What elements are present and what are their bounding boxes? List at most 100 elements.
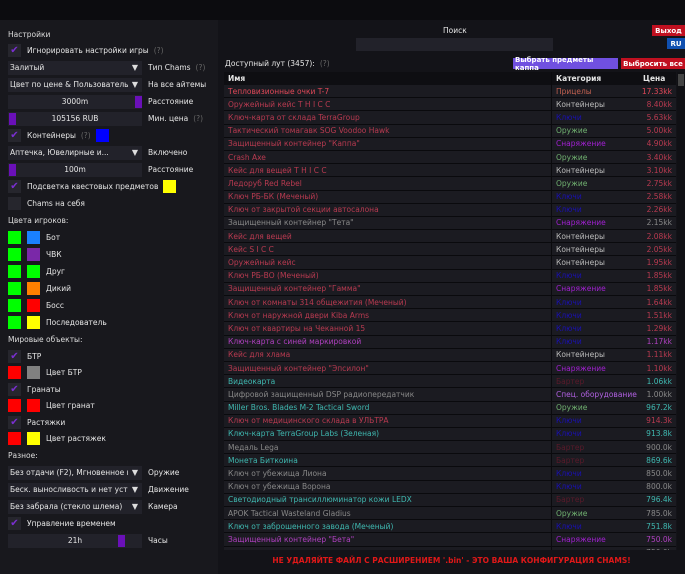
table-row[interactable]: Тепловизионные очки T-7 Прицелы 17.33kk [224,85,676,99]
btr-checkbox[interactable]: ✔ БТР [8,349,41,364]
player-color-swatch[interactable] [8,231,21,244]
table-row[interactable]: Ключ РБ-БК (Меченый) Ключи 2.58kk [224,190,676,204]
tripwire-color-swatch[interactable] [8,432,21,445]
slider-handle[interactable] [9,163,16,176]
tripwire-color-swatch-2[interactable] [27,432,40,445]
exit-button[interactable]: Выход [652,25,685,36]
language-button[interactable]: RU [667,38,685,49]
player-color-swatch-2[interactable] [27,231,40,244]
table-row[interactable]: APOK Tactical Wasteland Gladius Оружие 785… [224,507,676,521]
table-row[interactable]: Ключ от медицинского склада в УЛЬТРА Ключ… [224,414,676,428]
label: Тип Chams [148,63,191,72]
table-row[interactable]: Ключ от наружной двери Kiba Arms Ключи 1.5… [224,309,676,323]
header-price[interactable]: Цена [643,74,666,83]
table-row[interactable]: Ключ от закрытой секции автосалона Ключи 2… [224,203,676,217]
table-row[interactable]: Ключ-карта с синей маркировкой Ключи 1.17k… [224,335,676,349]
grenade-color-swatch-2[interactable] [27,399,40,412]
player-color-swatch-2[interactable] [27,248,40,261]
slider-handle[interactable] [118,534,125,547]
table-row[interactable]: Кейс для вещей T H I C C Контейнеры 3.10kk [224,164,676,178]
table-row[interactable]: Ключ-карта от склада TerraGroup Ключи 5.63… [224,111,676,125]
table-row[interactable]: Кейс S I C C Контейнеры 2.05kk [224,243,676,257]
chams-type-combo[interactable]: Залитый ▼ [8,60,142,75]
table-row[interactable]: 750.0k [224,546,676,550]
table-row[interactable]: Ключ-карта TerraGroup Labs (Зеленая) Ключ… [224,427,676,442]
scrollbar[interactable] [677,72,685,550]
table-row[interactable]: Цифровой защищенный DSP радиопередатчик С… [224,388,676,402]
search-input[interactable] [356,38,553,51]
quest-color-swatch[interactable] [163,180,177,193]
player-color-swatch-2[interactable] [27,282,40,295]
table-row[interactable]: Crash Axe Оружие 3.40kk [224,150,676,165]
table-row[interactable]: Ключ от квартиры на Чеканной 15 Ключи 1.29… [224,322,676,336]
enabled-combo[interactable]: Аптечка, Ювелирные и... ▼ [8,145,142,160]
table-row[interactable]: Защищенный контейнер "Гамма" Снаряжение 1.… [224,282,676,296]
player-color-swatch[interactable] [8,248,21,261]
help-icon[interactable]: (?) [193,114,204,123]
all-items-combo[interactable]: Цвет по цене & Пользователь ▼ [8,77,142,92]
table-row[interactable]: Кейс для вещей Контейнеры 2.08kk [224,230,676,244]
slider-handle[interactable] [135,95,142,108]
self-chams-checkbox[interactable]: Chams на себя [8,196,85,211]
table-row[interactable]: Ключ от заброшенного завода (Меченый) Клю… [224,520,676,534]
slider-handle[interactable] [9,112,16,125]
header-name[interactable]: Имя [228,74,246,83]
btr-color-swatch[interactable] [8,366,21,379]
label: БТР [27,352,42,361]
table-row[interactable]: Светодиодный трансиллюминатор кожи LEDX Б… [224,493,676,507]
player-color-swatch-2[interactable] [27,316,40,329]
player-color-swatch-2[interactable] [27,265,40,278]
distance2-slider[interactable]: 100m [8,162,142,177]
scrollbar-thumb[interactable] [678,74,684,86]
table-row[interactable]: Кейс для хлама Контейнеры 1.11kk [224,348,676,362]
table-row[interactable]: Miller Bros. Blades M-2 Tactical Sword Ор… [224,401,676,415]
help-icon[interactable]: (?) [195,63,206,72]
table-row[interactable]: Монета Биткоина Бартер 869.6k [224,454,676,468]
table-row[interactable]: Защищенный контейнер "Эпсилон" Снаряжение… [224,361,676,376]
player-color-swatch[interactable] [8,265,21,278]
label: Цвет БТР [46,368,82,377]
player-color-swatch[interactable] [8,299,21,312]
table-row[interactable]: Видеокарта Бартер 1.06kk [224,375,676,389]
table-row[interactable]: Оружейный кейс T H I C C Контейнеры 8.40kk [224,98,676,112]
help-icon[interactable]: (?) [153,46,164,55]
min-price-slider[interactable]: 105156 RUB [8,111,142,126]
table-row[interactable]: Ключ РБ-ВО (Меченый) Ключи 1.85kk [224,269,676,283]
table-row[interactable]: Защищенный контейнер "Бета" Снаряжение 750… [224,533,676,547]
label: Управление временем [27,519,116,528]
item-price: 2.15kk [646,218,672,228]
camera-combo[interactable]: Без забрала (стекло шлема) ▼ [8,499,142,514]
movement-combo[interactable]: Беск. выносливость и нет уста ▼ [8,482,142,497]
table-row[interactable]: Ключ от убежища Лиона Ключи 850.0k [224,467,676,481]
table-row[interactable]: Защищенный контейнер "Каппа" Снаряжение 4.… [224,137,676,151]
grenades-checkbox[interactable]: ✔ Гранаты [8,382,61,397]
table-row[interactable]: Ледоруб Red Rebel Оружие 2.75kk [224,177,676,191]
containers-checkbox[interactable]: ✔ Контейнеры (?) [8,128,115,143]
tripwires-checkbox[interactable]: ✔ Растяжки [8,415,65,430]
grenade-color-swatch[interactable] [8,399,21,412]
quest-highlight-checkbox[interactable]: ✔ Подсветка квестовых предметов [8,179,182,194]
player-color-swatch-2[interactable] [27,299,40,312]
table-row[interactable]: Тактический томагавк SOG Voodoo Hawk Оруж… [224,124,676,138]
ignore-game-settings-checkbox[interactable]: ✔ Игнорировать настройки игры (?) [8,43,164,58]
player-color-swatch[interactable] [8,282,21,295]
header-category[interactable]: Категория [551,72,639,85]
help-icon[interactable]: (?) [319,59,330,68]
time-control-checkbox[interactable]: ✔ Управление временем [8,516,116,531]
hours-slider[interactable]: 21h [8,533,142,548]
table-row[interactable]: Медаль Lega Бартер 900.0k [224,441,676,455]
help-icon[interactable]: (?) [80,131,91,140]
player-color-swatch[interactable] [8,316,21,329]
table-row[interactable]: Оружейный кейс Контейнеры 1.95kk [224,256,676,270]
loot-title: Доступный лут (3457): (?) [225,59,330,68]
item-name: Видеокарта [228,376,276,386]
select-kappa-button[interactable]: Выбрать предметы каппа [513,56,618,72]
table-row[interactable]: Ключ от убежища Ворона Ключи 800.0k [224,480,676,494]
btr-color-swatch-2[interactable] [27,366,40,379]
table-row[interactable]: Ключ от комнаты 314 общежития (Меченый) К… [224,296,676,310]
weapon-combo[interactable]: Без отдачи (F2), Мгновенное п ▼ [8,465,142,480]
drop-all-button[interactable]: Выбросить все [621,58,685,69]
containers-color-swatch[interactable] [95,129,109,142]
distance-slider[interactable]: 3000m [8,94,142,109]
table-row[interactable]: Защищенный контейнер "Тета" Снаряжение 2.1… [224,216,676,231]
